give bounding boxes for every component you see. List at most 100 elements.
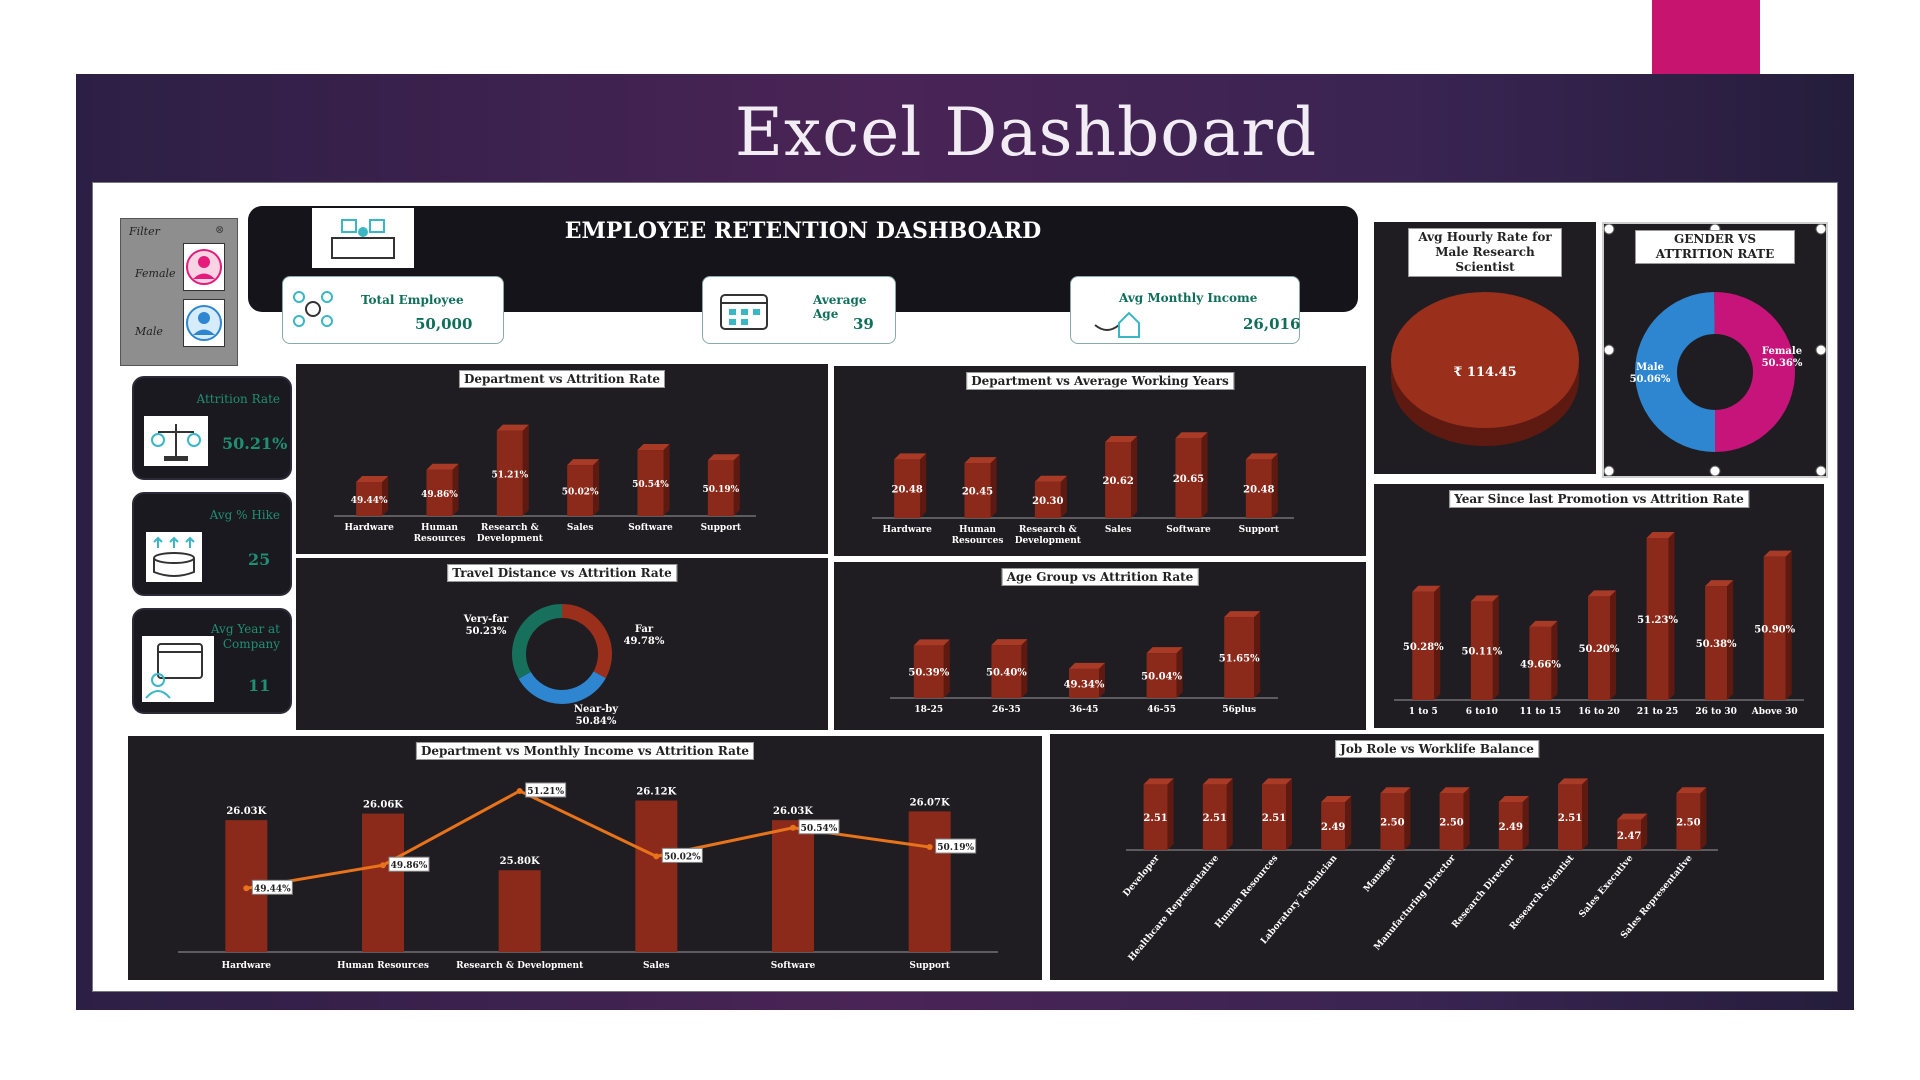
bar-6 xyxy=(1498,802,1523,850)
tick-label-2: 11 to 15 xyxy=(1520,707,1561,717)
filter-clear-icon[interactable]: ⊗ xyxy=(215,223,225,236)
attrition-point-1 xyxy=(380,862,386,869)
tick-label-6: Research Director xyxy=(1450,853,1517,930)
tick-label-2: Human Resources xyxy=(1214,854,1281,931)
tick-label-2: Research & xyxy=(1019,525,1077,535)
avg-hike-value: 25 xyxy=(248,550,271,569)
gender-filter: Filter ⊗ Female Male xyxy=(120,218,238,366)
nearby-name-label: Near-by xyxy=(574,704,619,715)
bar-4-side xyxy=(1668,531,1675,700)
growth-icon xyxy=(153,536,195,577)
bar-0-top xyxy=(894,453,927,460)
slice-male xyxy=(1634,292,1715,452)
tick-label-1: Human xyxy=(959,525,996,535)
promotion-attrition-panel: Year Since last Promotion vs Attrition R… xyxy=(1374,484,1824,728)
selection-handle-2 xyxy=(1815,223,1827,235)
data-label-1: 49.86% xyxy=(421,490,458,500)
bar-2-top xyxy=(496,424,529,431)
bar-9 xyxy=(1676,793,1701,850)
jobrole-panel: Job Role vs Worklife Balance 2.51 Develop… xyxy=(1050,734,1824,980)
data-label-7: 2.51 xyxy=(1558,813,1582,824)
data-label-2: 20.30 xyxy=(1032,496,1063,507)
age-attrition-panel: Age Group vs Attrition Rate 50.39% 18-25 5… xyxy=(834,562,1366,730)
bar-8-side xyxy=(1641,813,1648,850)
bar-0-side xyxy=(1434,585,1441,700)
tick-label-4: Software xyxy=(1166,525,1211,535)
selection-handle-3 xyxy=(1603,344,1615,356)
bar-4-top xyxy=(637,444,670,451)
travel-attrition-panel: Travel Distance vs Attrition Rate Far 49.… xyxy=(296,558,828,730)
bar-3 xyxy=(567,465,594,516)
average-age-card: Average Age 39 xyxy=(702,276,896,344)
data-label-3: 50.04% xyxy=(1141,672,1182,683)
tick-label-3: Sales xyxy=(643,961,670,971)
bar-1 xyxy=(964,463,991,518)
filter-option-male[interactable] xyxy=(183,299,225,347)
bar-3 xyxy=(1321,802,1346,850)
bar-2-top xyxy=(1529,620,1558,627)
bar-0-top xyxy=(1143,778,1174,785)
attrition-label-2: 51.21% xyxy=(527,787,564,797)
bar-2-side xyxy=(1551,620,1558,700)
bar-1-top xyxy=(991,639,1028,646)
bar-3 xyxy=(1588,596,1610,700)
attrition-label-4: 50.54% xyxy=(801,824,838,834)
tick-label-5: Support xyxy=(701,523,742,533)
bar-2-top xyxy=(1262,778,1292,785)
team-icon xyxy=(331,219,395,259)
bar-5 xyxy=(1439,793,1464,850)
tick-label-0: 18-25 xyxy=(914,705,943,715)
data-label-2: 2.51 xyxy=(1262,813,1286,824)
bar-5-side xyxy=(733,454,740,516)
bar-4-side xyxy=(663,444,670,516)
attrition-point-2 xyxy=(516,787,523,794)
bar-2 xyxy=(1034,481,1061,518)
bar-3-top xyxy=(1321,796,1352,802)
bar-1-top xyxy=(1470,595,1499,602)
attrition-point-5 xyxy=(926,844,933,851)
selection-handle-0 xyxy=(1603,223,1615,235)
travel-attrition-title: Travel Distance vs Attrition Rate xyxy=(447,564,677,582)
attrition-label-box-2 xyxy=(525,782,567,798)
dept-years-panel: Department vs Average Working Years 20.4… xyxy=(834,366,1366,556)
bar-1-side xyxy=(1226,778,1233,850)
income-label-1: 26.06K xyxy=(363,800,403,811)
filter-option-male-label: Male xyxy=(135,325,163,338)
tick-label-0: 1 to 5 xyxy=(1409,707,1438,717)
attrition-label-0: 49.44% xyxy=(254,884,291,894)
tick-label-1-1: Resources xyxy=(414,534,466,544)
bar-5 xyxy=(1705,586,1728,700)
hourly-rate-chart: ₹ 114.45 xyxy=(1391,292,1579,446)
filter-option-female[interactable] xyxy=(183,243,225,291)
slice-near-by xyxy=(518,671,606,704)
income-label-0: 26.03K xyxy=(226,806,266,817)
bar-1-side xyxy=(990,457,997,518)
data-label-0: 50.39% xyxy=(908,668,949,679)
male-value-label: 50.06% xyxy=(1630,374,1671,385)
bar-2-side xyxy=(1286,778,1292,850)
average-age-value: 39 xyxy=(853,315,874,333)
bar-6-side xyxy=(1522,796,1529,850)
nearby-value-label: 50.84% xyxy=(576,716,617,727)
tick-label-2: 36-45 xyxy=(1070,705,1099,715)
bar-0 xyxy=(356,481,383,516)
data-label-1: 20.45 xyxy=(962,487,993,498)
avg-monthly-income-label: Avg Monthly Income xyxy=(1119,291,1258,305)
page-title: Excel Dashboard xyxy=(734,94,1318,171)
tick-label-2-1: Development xyxy=(1015,536,1082,546)
bar-4 xyxy=(637,450,664,516)
hourly-rate-panel: Avg Hourly Rate for Male Research Scient… xyxy=(1374,222,1596,474)
hike-icon-box xyxy=(146,532,202,582)
income-label-2: 25.80K xyxy=(500,856,540,867)
bar-4 xyxy=(1646,537,1669,700)
attrition-label-box-4 xyxy=(798,819,840,835)
promotion-attrition-chart: 50.28% 1 to 5 50.11% 6 to10 49.66% 11 to 15 50… xyxy=(1394,531,1804,717)
bar-5-side xyxy=(1271,453,1278,518)
total-employee-label: Total Employee xyxy=(361,293,464,307)
bar-0 xyxy=(894,459,921,518)
bar-4-top xyxy=(1224,611,1261,618)
bar-5-top xyxy=(1705,580,1734,587)
bar-5-top xyxy=(1245,453,1278,460)
